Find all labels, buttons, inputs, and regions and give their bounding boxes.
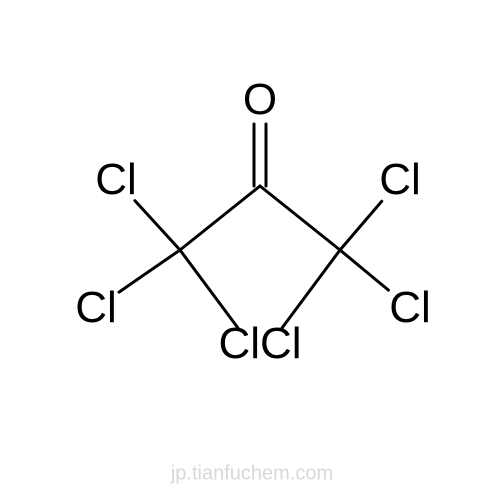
atom-cl-5-6: ClCl: [218, 319, 301, 369]
watermark: jp.tianfuchem.com: [171, 463, 333, 486]
atom-cl-2: Cl: [379, 155, 421, 205]
atom-cl-4: Cl: [389, 283, 431, 333]
atom-o: O: [243, 75, 277, 125]
atom-cl-3: Cl: [75, 283, 117, 333]
atom-cl-1: Cl: [95, 155, 137, 205]
